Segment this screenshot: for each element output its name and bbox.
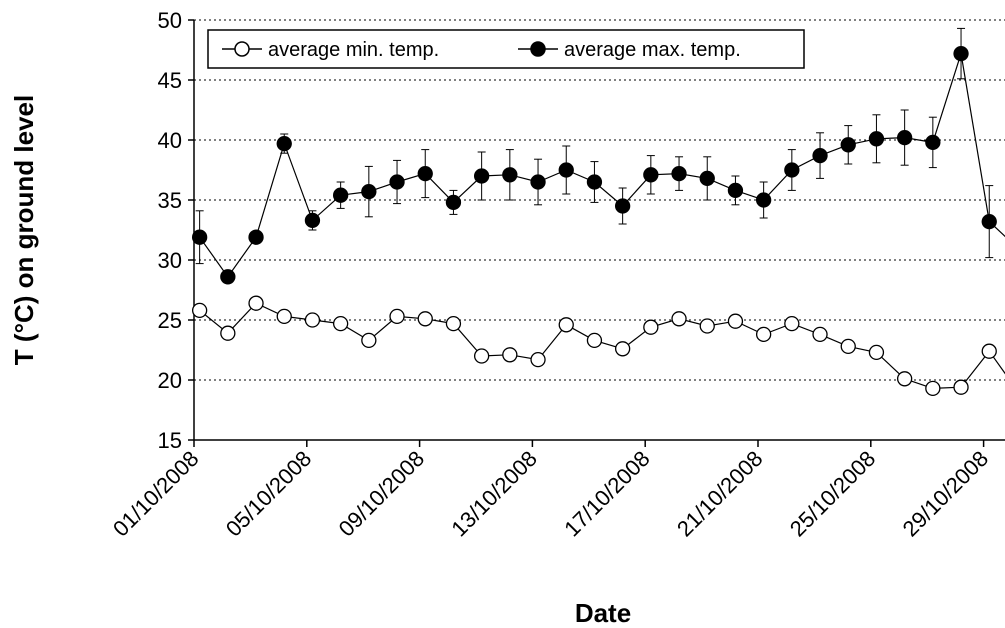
data-point-min (925, 380, 941, 397)
data-point-max (248, 229, 264, 245)
data-point-max (361, 183, 377, 200)
data-point-max (981, 213, 997, 230)
x-tick-label: 25/10/2008 (785, 446, 881, 542)
y-tick-labels: 15 20 25 30 35 40 45 50 (158, 8, 182, 453)
data-point-min (586, 332, 603, 349)
data-point-min (389, 308, 405, 325)
data-point-max (276, 135, 292, 152)
x-tick-label: 01/10/2008 (108, 446, 204, 542)
y-tick-label: 50 (158, 8, 182, 33)
data-point-max (727, 182, 744, 199)
data-point-max (812, 147, 828, 164)
x-tick-labels: 01/10/2008 05/10/2008 09/10/2008 13/10/2008… (108, 446, 993, 542)
data-point-max (191, 229, 208, 245)
data-point-max (840, 137, 856, 153)
data-point-min (417, 311, 433, 327)
data-point-max (473, 168, 490, 184)
data-point-min (614, 341, 631, 357)
data-point-min (981, 343, 997, 359)
data-point-max (925, 134, 941, 151)
data-point-max (784, 162, 800, 178)
data-point-min (332, 315, 349, 332)
x-tick-label: 17/10/2008 (559, 446, 655, 542)
data-point-min (699, 318, 715, 334)
y-tick-label: 40 (158, 128, 182, 153)
x-axis-title: Date (575, 598, 631, 628)
y-tick-label: 35 (158, 188, 182, 213)
data-point-min (727, 313, 744, 329)
y-tick-label: 15 (158, 428, 182, 453)
data-point-min (643, 319, 659, 335)
series-line-max (199, 53, 1005, 278)
data-point-max (502, 167, 518, 183)
x-tick-label: 21/10/2008 (672, 446, 768, 542)
legend-label-max: average max. temp. (564, 39, 741, 61)
legend-marker-min (234, 41, 250, 57)
data-point-min (220, 325, 236, 341)
x-tick-label: 29/10/2008 (898, 446, 994, 542)
data-point-max (558, 162, 574, 178)
data-point-max (304, 212, 321, 229)
data-point-min (558, 317, 574, 333)
data-point-min (445, 315, 462, 332)
data-point-max (643, 167, 659, 183)
data-point-max (671, 165, 687, 182)
series-group (191, 27, 1005, 397)
legend: average min. temp. average max. temp. (207, 29, 805, 69)
data-point-max (755, 192, 772, 208)
axes (188, 19, 1005, 447)
y-tick-label: 45 (158, 68, 182, 93)
x-tick-label: 13/10/2008 (446, 446, 542, 542)
legend-box (207, 29, 805, 69)
legend-marker-max (530, 41, 546, 57)
series-line-min (199, 302, 1005, 390)
data-point-max (699, 170, 715, 187)
data-point-max (332, 187, 349, 203)
data-point-min (191, 302, 208, 319)
data-point-min (755, 326, 772, 343)
data-point-min (896, 371, 913, 387)
data-point-min (304, 312, 321, 328)
y-tick-label: 30 (158, 248, 182, 273)
data-point-min (784, 315, 800, 332)
legend-label-min: average min. temp. (268, 39, 439, 61)
data-point-max (220, 269, 236, 285)
data-point-max (586, 174, 603, 190)
data-point-min (473, 348, 490, 364)
data-point-min (812, 326, 828, 343)
data-point-min (248, 295, 264, 311)
data-point-min (953, 379, 969, 395)
data-point-max (896, 129, 913, 146)
y-axis-title: T (°C) on ground level (9, 95, 39, 365)
y-tick-label: 25 (158, 308, 182, 333)
x-tick-label: 09/10/2008 (334, 446, 430, 542)
data-point-max (530, 174, 546, 190)
data-point-min (671, 311, 687, 327)
data-point-max (389, 174, 405, 190)
x-tick-label: 05/10/2008 (221, 446, 317, 542)
grid-lines (194, 19, 1005, 381)
y-tick-label: 20 (158, 368, 182, 393)
data-point-min (276, 308, 292, 325)
data-point-min (868, 344, 885, 361)
data-point-max (868, 131, 885, 147)
data-point-max (614, 198, 631, 214)
data-point-min (530, 351, 546, 368)
data-point-min (361, 332, 377, 349)
data-point-max (953, 45, 969, 62)
data-point-max (417, 165, 433, 182)
data-point-min (502, 347, 518, 363)
data-point-max (445, 194, 462, 211)
data-point-min (840, 338, 856, 355)
